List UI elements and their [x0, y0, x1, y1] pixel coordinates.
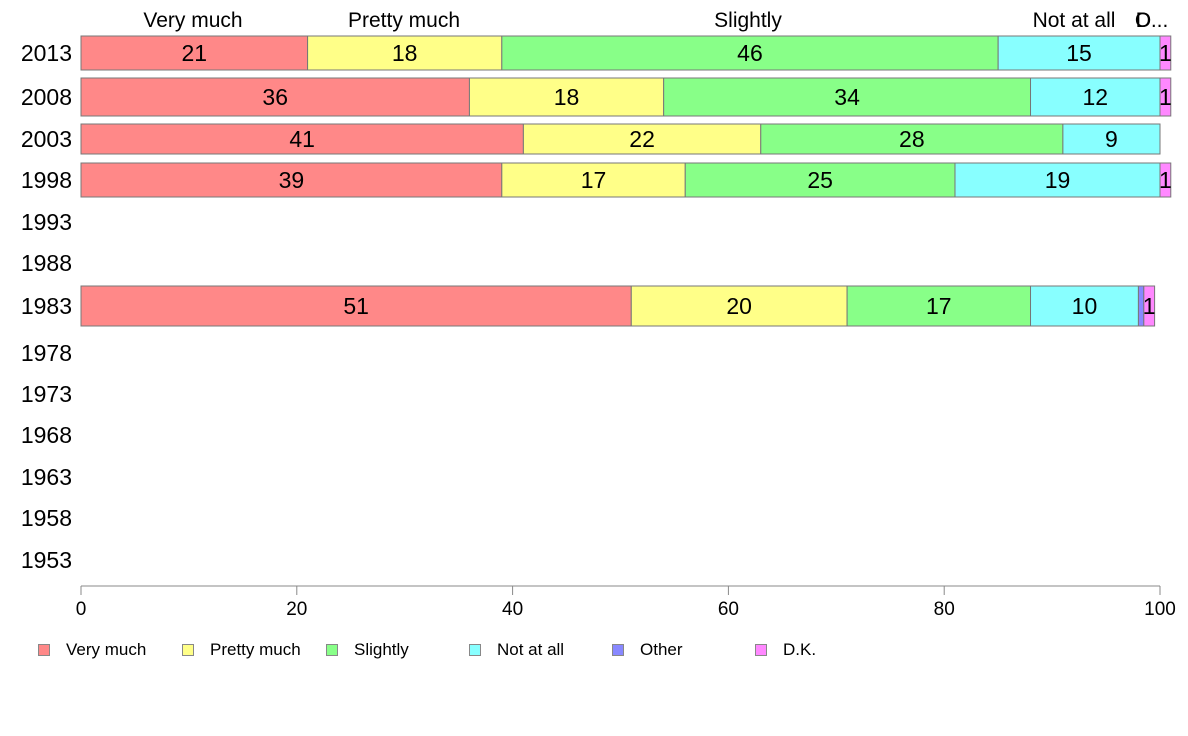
top-series-label: Pretty much [348, 9, 460, 32]
category-label: 1978 [21, 340, 72, 366]
data-label: 51 [343, 293, 369, 319]
category-label: 1963 [21, 464, 72, 490]
data-label: 20 [726, 293, 752, 319]
legend-swatch [469, 644, 481, 656]
data-label: 39 [279, 167, 305, 193]
legend-label: Slightly [354, 640, 409, 659]
bar-segment [684, 162, 956, 198]
top-series-label: Slightly [714, 9, 782, 32]
category-label: 1988 [21, 250, 72, 276]
stacked-bar-chart: 2013 2008 2003 1998 1993 1988 1983 1978 1973 1968… [21, 9, 1176, 620]
bar-segment [80, 35, 309, 71]
data-label: 1 [1159, 40, 1172, 66]
data-label: 9 [1105, 126, 1118, 152]
data-label: 22 [629, 126, 655, 152]
data-label: 34 [834, 84, 860, 110]
bar-segment [501, 35, 999, 71]
category-label: 1993 [21, 209, 72, 235]
legend-swatch [38, 644, 50, 656]
top-series-label: Very much [143, 9, 242, 32]
x-tick-label: 100 [1144, 599, 1176, 620]
legend-label: Pretty much [210, 640, 301, 659]
data-label: 12 [1082, 84, 1108, 110]
legend-swatch [612, 644, 624, 656]
data-label: 10 [1072, 293, 1098, 319]
data-label: 15 [1066, 40, 1092, 66]
top-series-label: O [1135, 9, 1151, 32]
bar-segment [80, 162, 503, 198]
legend-label: Not at all [497, 640, 565, 659]
bar-segment [760, 123, 1064, 155]
top-series-label: Not at all [1033, 9, 1116, 32]
bar-segment [954, 162, 1161, 198]
bar-segment [1030, 285, 1139, 327]
category-label: 1958 [21, 505, 72, 531]
category-label: 1953 [21, 547, 72, 573]
bar-segment [307, 35, 503, 71]
bar-segment [501, 162, 686, 198]
x-tick-label: 0 [76, 599, 87, 620]
category-label: 2003 [21, 126, 72, 152]
bar-segment [846, 285, 1032, 327]
data-label: 21 [181, 40, 207, 66]
legend-swatch [755, 644, 767, 656]
category-label: 2008 [21, 84, 72, 110]
legend-item: Pretty much [182, 640, 301, 660]
data-label: 46 [737, 40, 763, 66]
category-label: 1973 [21, 381, 72, 407]
bar-segment [468, 77, 665, 117]
top-series-label: D... [1136, 9, 1169, 32]
category-label: 1983 [21, 293, 72, 319]
bar-segment [1030, 77, 1161, 117]
legend-item: Slightly [326, 640, 409, 660]
data-label: 25 [807, 167, 833, 193]
x-tick-label: 20 [286, 599, 307, 620]
data-label: 1 [1159, 167, 1172, 193]
bar-segment [1062, 123, 1161, 155]
data-label: 41 [289, 126, 315, 152]
bar-segment [663, 77, 1032, 117]
bar-segment [1143, 285, 1156, 327]
legend-swatch [326, 644, 338, 656]
data-label: 1 [1143, 293, 1156, 319]
legend-item: D.K. [755, 640, 816, 660]
legend-label: Very much [66, 640, 147, 659]
data-label: 17 [926, 293, 952, 319]
data-label: 36 [262, 84, 288, 110]
bar-segment [80, 285, 632, 327]
x-tick-label: 40 [502, 599, 523, 620]
bar-segment [1159, 77, 1172, 117]
legend-label: Other [640, 640, 683, 659]
bar-segment [1159, 35, 1172, 71]
data-label: 17 [581, 167, 607, 193]
data-label: 18 [554, 84, 580, 110]
bar-segment [80, 77, 470, 117]
bar-segment [1159, 162, 1172, 198]
data-label: 19 [1045, 167, 1071, 193]
x-tick-label: 80 [934, 599, 955, 620]
category-label: 2013 [21, 40, 72, 66]
data-label: 18 [392, 40, 418, 66]
legend-label: D.K. [783, 640, 817, 659]
legend-item: Very much [38, 640, 146, 660]
legend-item: Not at all [469, 640, 564, 660]
data-label: 1 [1159, 84, 1172, 110]
legend-item: Other [612, 640, 683, 660]
bar-segment [80, 123, 524, 155]
category-label: 1998 [21, 167, 72, 193]
data-label: 28 [899, 126, 925, 152]
legend-swatch [182, 644, 194, 656]
category-label: 1968 [21, 422, 72, 448]
x-tick-label: 60 [718, 599, 739, 620]
bar-segment [630, 285, 848, 327]
